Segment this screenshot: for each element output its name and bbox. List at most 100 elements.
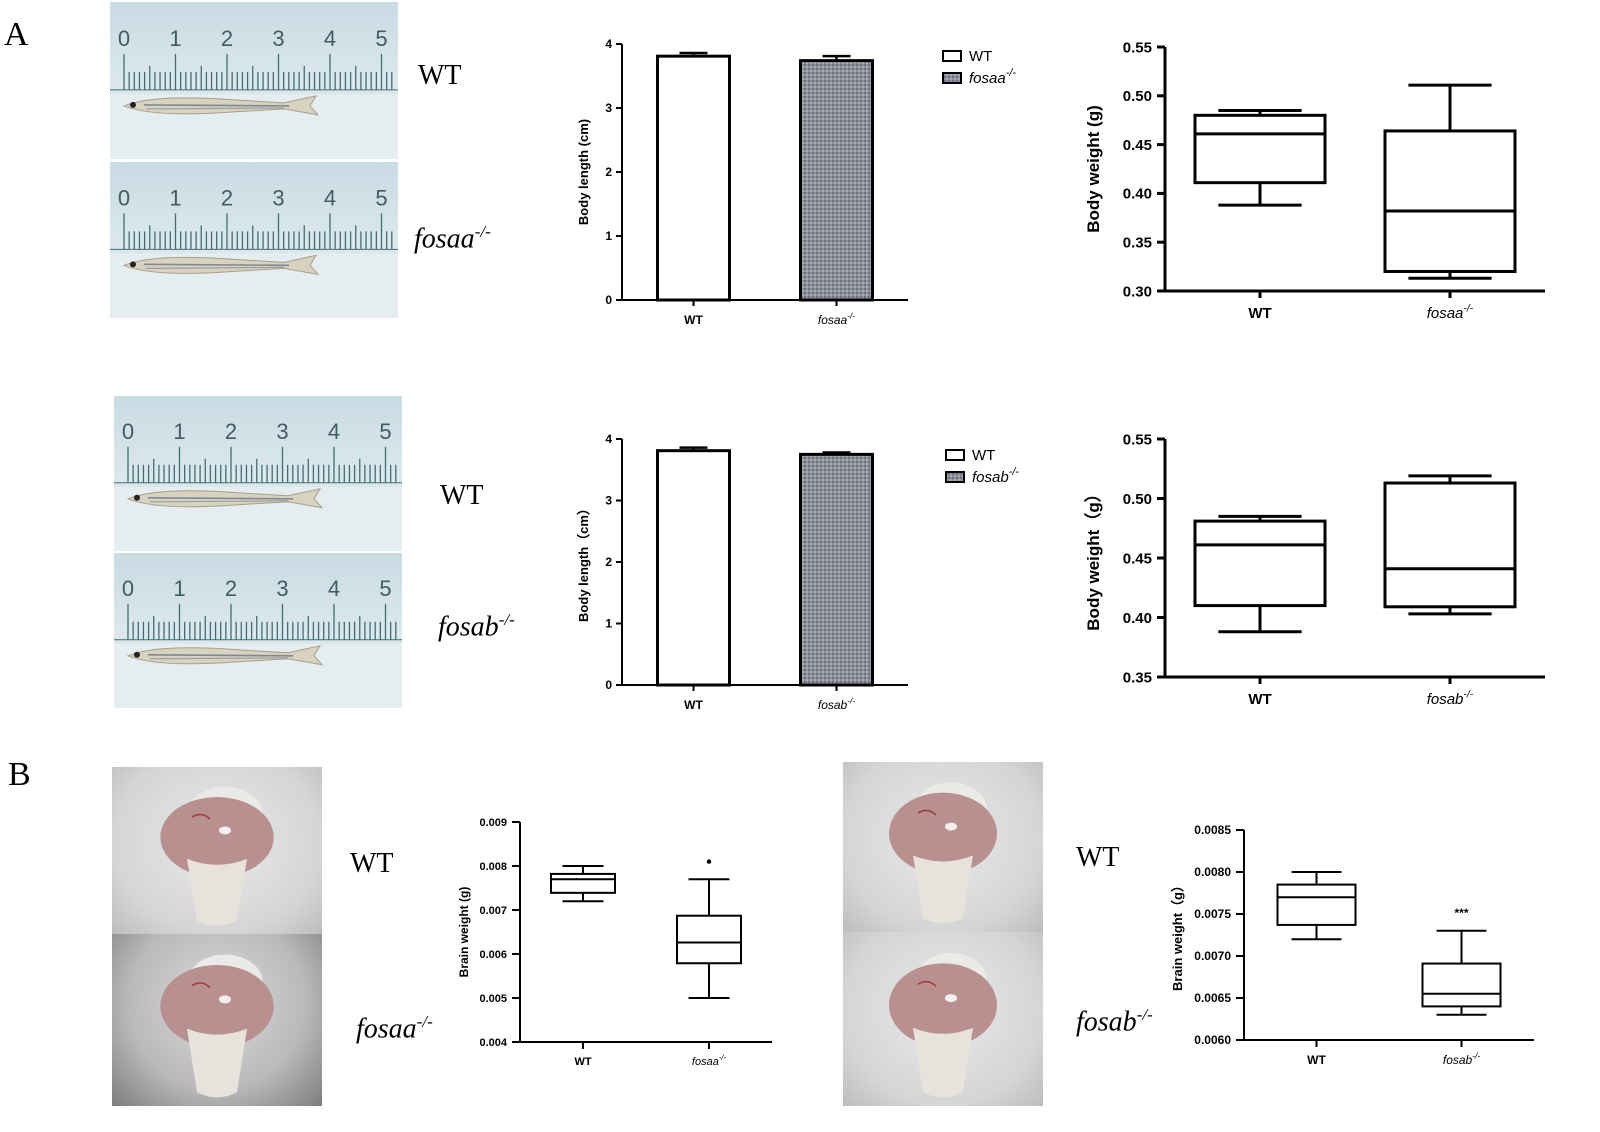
legend-entry: fosaa-/-	[969, 67, 1016, 87]
genotype-label-wt: WT	[1076, 842, 1120, 873]
ruler-number: 4	[328, 576, 340, 601]
box	[1383, 481, 1517, 609]
brain-tissue	[160, 954, 274, 1098]
y-tick-label: 0.40	[1123, 610, 1152, 627]
box	[1193, 113, 1327, 185]
brain-image	[889, 782, 997, 924]
x-tick-label: WT	[684, 313, 703, 327]
fish-image	[126, 488, 324, 509]
panel-letter-b: B	[8, 756, 31, 793]
brain-image	[160, 787, 274, 926]
brain-tissue	[889, 952, 997, 1098]
box	[676, 914, 742, 965]
brain-photo-fosaa	[112, 934, 322, 1106]
brain-stem	[913, 1027, 973, 1098]
y-tick-label: 0	[605, 293, 612, 307]
brain-photo-wt-1	[112, 767, 322, 934]
y-tick-label: 0.004	[479, 1037, 507, 1049]
y-tick-label: 0.30	[1123, 283, 1152, 300]
fish-image	[122, 254, 320, 276]
significance-label: ***	[1454, 906, 1468, 920]
brain-lobe	[889, 963, 997, 1047]
legend-swatch	[945, 471, 965, 483]
x-tick-label: WT	[574, 1056, 591, 1068]
ruler-graphic: 0 1 2 3 4 5	[114, 576, 402, 708]
y-tick-label: 4	[605, 37, 612, 51]
fish-eye	[130, 261, 136, 268]
brain-stem	[187, 1028, 247, 1098]
fish-stripe	[145, 266, 285, 269]
ruler-number: 5	[379, 419, 391, 444]
fish-stripe	[143, 104, 290, 107]
y-tick-label: 1	[605, 617, 612, 631]
x-tick-label: fosaa-/-	[692, 1053, 727, 1068]
y-tick-label: 0.0080	[1194, 865, 1231, 879]
y-axis-label: Brain weight (g)	[457, 887, 471, 978]
box	[1421, 962, 1502, 1008]
y-tick-label: 0.0065	[1194, 991, 1231, 1005]
x-tick-label: fosab-/-	[1427, 688, 1474, 708]
chart-body-weight-fosaa: 0.30 0.35 0.40 0.45 0.50 0.55 WT fosaa-/- Body w…	[1084, 39, 1545, 322]
y-tick-label: 3	[605, 101, 612, 115]
x-tick-label: WT	[1307, 1053, 1326, 1067]
y-tick-label: 0.0085	[1194, 823, 1231, 837]
fish-eye	[134, 494, 140, 501]
ruler-number: 0	[118, 26, 130, 51]
fish-stripe	[147, 497, 294, 500]
chart-body-length-fosaa: 0 1 2 3 4 WT fosaa-/- Body length (cm) WT fosaa-/…	[576, 37, 1016, 327]
chart-brain-weight-fosab: 0.0060 0.0065 0.0070 0.0075 0.0080 0.0085 WT fo…	[1170, 823, 1534, 1067]
ruler-number: 3	[276, 576, 288, 601]
ruler-number: 4	[328, 419, 340, 444]
ruler-number: 1	[169, 26, 181, 51]
fish-stripe	[149, 500, 289, 503]
ruler-number: 5	[379, 576, 391, 601]
y-axis-label: Body weight（g）	[1083, 485, 1103, 630]
y-tick-label: 0.55	[1123, 39, 1152, 56]
fish-photo-wt-1: 0 1 2 3 4 5	[110, 2, 398, 159]
ruler-number: 3	[272, 26, 284, 51]
x-tick-label: WT	[684, 698, 703, 712]
ruler-number: 0	[122, 576, 134, 601]
y-axis-label: Body length (cm)	[576, 119, 591, 225]
brain-tissue	[889, 782, 997, 924]
y-axis-label: Brain weight（g）	[1170, 879, 1185, 991]
fish-stripe	[149, 657, 289, 660]
legend-swatch	[945, 449, 965, 461]
box	[1383, 129, 1517, 273]
ruler-number: 2	[225, 576, 237, 601]
genotype-label-wt: WT	[418, 60, 462, 91]
y-tick-label: 4	[605, 432, 612, 446]
fish-image	[122, 95, 320, 116]
legend-swatch	[942, 50, 962, 62]
y-tick-label: 0.008	[479, 861, 507, 873]
genotype-label-fosab: fosab-/-	[1076, 1005, 1153, 1038]
y-tick-label: 0.006	[479, 949, 507, 961]
fish-eye	[134, 651, 140, 658]
box	[550, 872, 616, 894]
y-axis-label: Body weight (g)	[1084, 105, 1103, 232]
x-tick-label: fosab-/-	[1443, 1051, 1480, 1067]
y-tick-label: 0.009	[479, 817, 507, 829]
ruler-number: 1	[169, 185, 181, 210]
ruler-number: 1	[173, 576, 185, 601]
genotype-label-fosaa: fosaa-/-	[414, 222, 491, 255]
y-tick-label: 0.0070	[1194, 949, 1231, 963]
blood-vessel	[191, 982, 211, 989]
y-tick-label: 0.45	[1123, 137, 1152, 154]
y-axis-label: Body length（cm）	[576, 502, 591, 622]
y-tick-label: 0.45	[1123, 550, 1152, 567]
y-tick-label: 0.55	[1123, 431, 1152, 448]
brain-lobe	[160, 964, 274, 1048]
fish-stripe	[143, 263, 290, 267]
y-tick-label: 0.005	[479, 993, 507, 1005]
ruler-number: 5	[375, 185, 387, 210]
ruler-number: 1	[173, 419, 185, 444]
genotype-label-fosab: fosab-/-	[438, 610, 515, 643]
brain-photo-wt-2	[843, 762, 1043, 932]
ruler-graphic: 0 1 2 3 4 5	[114, 419, 402, 551]
legend-entry: fosab-/-	[972, 466, 1019, 486]
y-tick-label: 2	[605, 555, 612, 569]
brain-stem	[187, 858, 247, 926]
brain-image	[889, 952, 997, 1098]
blood-vessel	[917, 809, 937, 816]
